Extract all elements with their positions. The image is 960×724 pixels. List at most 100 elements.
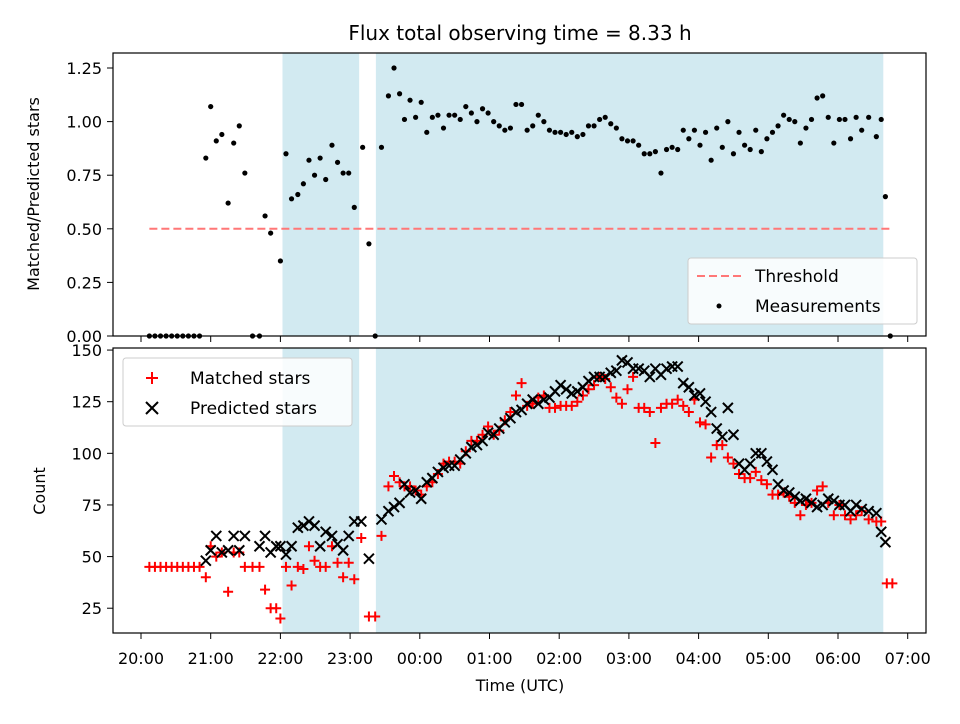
matched-star-point <box>254 561 265 572</box>
matched-star-point <box>839 510 850 521</box>
measurement-point <box>675 146 681 153</box>
predicted-star-point <box>532 398 544 410</box>
measurement-point <box>346 170 352 176</box>
predicted-star-point <box>705 406 717 418</box>
measurement-point <box>702 129 709 135</box>
predicted-star-point <box>222 544 234 557</box>
measurement-point <box>507 125 514 131</box>
measurement-point <box>334 159 341 165</box>
predicted-star-point <box>761 455 773 468</box>
measurement-point <box>730 151 737 157</box>
matched-star-point <box>349 574 360 585</box>
matched-legend-label: Matched stars <box>190 369 310 389</box>
matched-star-point <box>309 555 320 566</box>
measurement-point <box>769 129 776 135</box>
matched-star-point <box>700 419 711 430</box>
measurement-point <box>283 151 289 157</box>
matched-star-point <box>271 603 282 614</box>
predicted-star-point <box>270 540 282 552</box>
matched-star-point <box>694 417 705 428</box>
measurement-point <box>236 123 242 129</box>
measurement-point <box>524 127 530 133</box>
measurement-point <box>424 129 430 135</box>
ratio-y-tick-label: 0.25 <box>66 273 102 292</box>
matched-star-point <box>616 398 627 409</box>
matched-star-point <box>275 613 286 624</box>
matched-star-point <box>356 533 367 543</box>
predicted-star-point <box>342 530 355 542</box>
matched-star-point <box>722 452 733 463</box>
matched-star-point <box>234 547 245 558</box>
measurement-point <box>680 127 686 133</box>
measurement-point <box>300 181 307 187</box>
predicted-star-point <box>828 495 840 507</box>
matched-star-point <box>628 371 639 382</box>
measurement-point <box>781 112 787 118</box>
measurement-point <box>552 129 558 135</box>
counts-panel: 25 50 75 100 125 150 20:00 21:00 22:00 23:00 00:0… <box>30 341 931 695</box>
measurement-point <box>340 170 346 176</box>
ratio-y-tick-label: 1.00 <box>66 113 102 132</box>
predicted-star-point <box>610 365 623 377</box>
measurement-point <box>697 142 703 148</box>
matched-star-point <box>812 485 823 496</box>
measurement-point <box>808 116 815 123</box>
predicted-star-point <box>326 530 338 542</box>
predicted-star-point <box>280 548 292 561</box>
measurement-point <box>546 127 553 133</box>
measurement-point <box>742 142 748 148</box>
matched-star-point <box>566 400 577 411</box>
measurement-point <box>457 116 463 123</box>
matched-star-point <box>320 561 331 572</box>
measurement-point <box>277 258 283 264</box>
measurement-point <box>619 136 625 142</box>
measurement-point <box>719 144 725 150</box>
measurement-point <box>753 127 759 133</box>
measurement-point <box>736 129 742 135</box>
measurement-point <box>496 123 502 129</box>
predicted-star-point <box>393 497 406 509</box>
matched-star-point <box>383 481 394 492</box>
predicted-star-point <box>227 530 240 542</box>
predicted-star-point <box>259 530 271 542</box>
measurement-point <box>518 101 525 108</box>
measurement-point <box>502 127 508 133</box>
predicted-star-point <box>204 544 217 557</box>
measurements-legend-swatch <box>716 303 722 309</box>
predicted-star-point <box>755 447 768 460</box>
matched-star-point <box>717 440 728 451</box>
measurement-point <box>725 119 731 125</box>
matched-star-point <box>589 380 600 391</box>
counts-legend: Matched stars Predicted stars <box>122 357 353 427</box>
predicted-star-point <box>398 478 411 491</box>
x-tick-label: 03:00 <box>606 649 652 668</box>
matched-star-point <box>194 561 205 572</box>
predicted-star-point <box>409 484 422 497</box>
measurement-point <box>714 125 720 131</box>
measurement-point <box>758 149 764 155</box>
matched-star-point <box>845 514 856 525</box>
x-tick-label: 04:00 <box>676 649 722 668</box>
ratio-y-tick-label: 0.75 <box>66 166 102 185</box>
measurement-point <box>764 136 770 142</box>
predicted-star-point <box>388 501 400 513</box>
measurement-point <box>288 196 295 202</box>
measurement-point <box>814 95 820 101</box>
predicted-star-point <box>527 393 539 406</box>
predicted-star-point <box>285 540 298 552</box>
measurements-legend-label: Measurements <box>755 297 881 317</box>
matched-star-point <box>200 572 211 583</box>
count-y-axis-label: Count <box>30 467 49 515</box>
measurement-point <box>323 176 329 183</box>
matched-star-point <box>639 402 650 413</box>
counts-panel-frame <box>112 347 927 634</box>
matched-star-point <box>672 394 683 405</box>
measurement-point <box>530 123 536 129</box>
matched-star-point <box>678 400 689 411</box>
predicted-star-point <box>683 381 695 393</box>
measurement-point <box>602 114 608 120</box>
predicted-star-point <box>471 439 483 451</box>
predicted-star-point <box>554 379 567 391</box>
predicted-star-point <box>415 493 427 505</box>
